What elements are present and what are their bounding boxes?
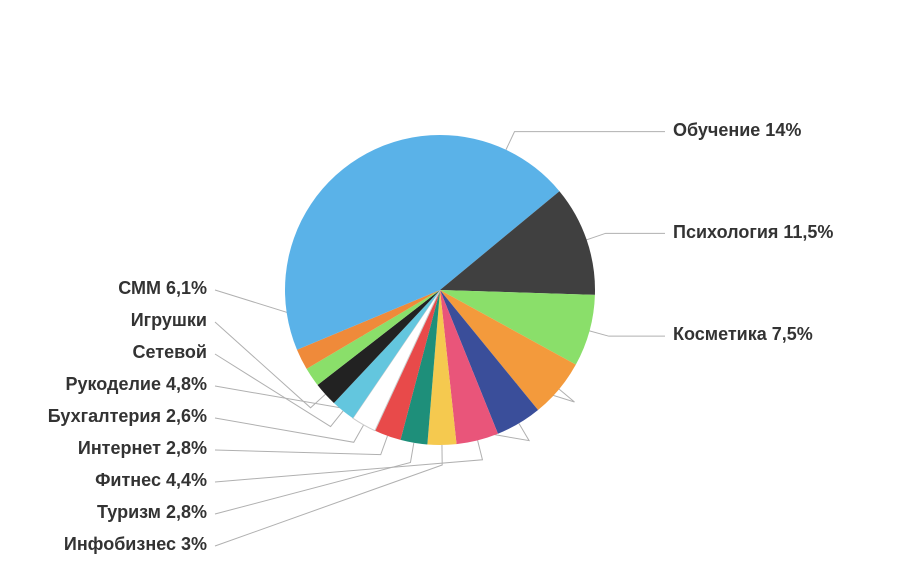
pie-chart: Обучение 14% Психология 11,5% Косметика 7,… [0, 0, 924, 576]
label-Сетевой: Сетевой [133, 343, 208, 363]
label-Обучение: Обучение 14% [673, 121, 801, 141]
leader-Туризм [215, 443, 414, 514]
label-Рукоделие: Рукоделие 4,8% [65, 375, 207, 395]
label-Фитнес: Фитнес 4,4% [95, 471, 207, 491]
label-Психология: Психология 11,5% [673, 223, 833, 243]
label-Интернет: Интернет 2,8% [78, 439, 207, 459]
label-СММ: СММ 6,1% [118, 279, 207, 299]
leader-Психология [587, 233, 665, 239]
label-Косметика: Косметика 7,5% [673, 325, 813, 345]
label-Туризм: Туризм 2,8% [97, 503, 207, 523]
leader-Обучение [506, 132, 665, 150]
leader-Интернет [215, 436, 387, 455]
leader-Инфобизнес [215, 445, 442, 546]
leader-Косметика [590, 331, 665, 336]
label-Игрушки: Игрушки [131, 311, 207, 331]
leader-Бухгалтерия [215, 418, 364, 442]
label-Инфобизнес: Инфобизнес 3% [64, 535, 207, 555]
label-Бухгалтерия: Бухгалтерия 2,6% [48, 407, 207, 427]
